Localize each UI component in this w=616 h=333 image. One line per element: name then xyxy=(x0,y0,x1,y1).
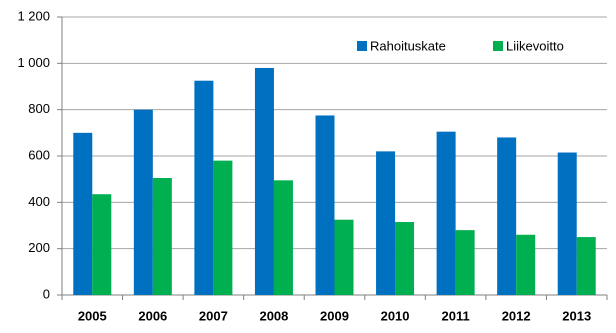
bar xyxy=(395,222,415,295)
y-tick-label: 0 xyxy=(43,286,50,301)
bar xyxy=(273,180,293,295)
bar xyxy=(152,178,172,295)
bar xyxy=(133,109,153,296)
bar xyxy=(334,219,354,295)
y-tick-label: 200 xyxy=(28,240,50,255)
bar xyxy=(315,115,335,295)
bar xyxy=(73,132,93,295)
legend-label: Rahoituskate xyxy=(370,38,446,53)
bar xyxy=(194,80,214,295)
x-tick-label: 2010 xyxy=(381,308,410,323)
x-tick-label: 2011 xyxy=(442,308,470,323)
bar xyxy=(213,160,233,295)
y-tick-label: 600 xyxy=(28,147,50,162)
x-tick-label: 2012 xyxy=(502,308,531,323)
bar xyxy=(436,131,456,295)
legend-swatch xyxy=(493,41,503,51)
bar xyxy=(516,234,536,295)
x-tick-label: 2007 xyxy=(199,308,228,323)
y-tick-label: 800 xyxy=(28,101,50,116)
y-tick-label: 1 000 xyxy=(17,55,50,70)
x-tick-label: 2008 xyxy=(259,308,288,323)
x-tick-label: 2009 xyxy=(320,308,349,323)
bar xyxy=(376,151,396,295)
legend-label: Liikevoitto xyxy=(506,38,564,53)
bar xyxy=(254,67,274,295)
y-tick-label: 400 xyxy=(28,194,50,209)
bar xyxy=(497,137,517,295)
bar xyxy=(455,230,475,295)
legend-swatch xyxy=(357,41,367,51)
y-tick-label: 1 200 xyxy=(17,8,50,23)
x-tick-label: 2006 xyxy=(138,308,167,323)
x-tick-label: 2013 xyxy=(562,308,591,323)
x-tick-label: 2005 xyxy=(78,308,107,323)
bar xyxy=(92,194,112,295)
bar xyxy=(576,237,596,295)
bar xyxy=(557,152,577,295)
